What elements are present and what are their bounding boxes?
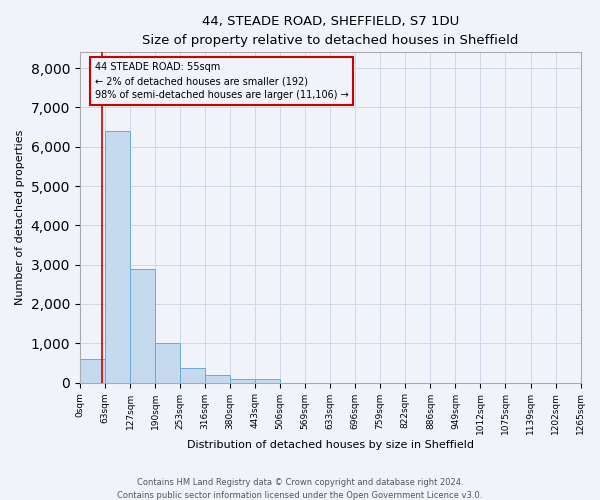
Text: Contains HM Land Registry data © Crown copyright and database right 2024.
Contai: Contains HM Land Registry data © Crown c…	[118, 478, 482, 500]
Title: 44, STEADE ROAD, SHEFFIELD, S7 1DU
Size of property relative to detached houses : 44, STEADE ROAD, SHEFFIELD, S7 1DU Size …	[142, 15, 518, 47]
Bar	[80, 359, 105, 382]
Bar	[205, 376, 230, 382]
Bar	[230, 378, 255, 382]
Y-axis label: Number of detached properties: Number of detached properties	[15, 130, 25, 305]
X-axis label: Distribution of detached houses by size in Sheffield: Distribution of detached houses by size …	[187, 440, 473, 450]
Text: 44 STEADE ROAD: 55sqm
← 2% of detached houses are smaller (192)
98% of semi-deta: 44 STEADE ROAD: 55sqm ← 2% of detached h…	[95, 62, 349, 100]
Bar	[180, 368, 205, 382]
Bar	[130, 268, 155, 382]
Bar	[255, 380, 280, 382]
Bar	[105, 131, 130, 382]
Bar	[155, 344, 180, 382]
